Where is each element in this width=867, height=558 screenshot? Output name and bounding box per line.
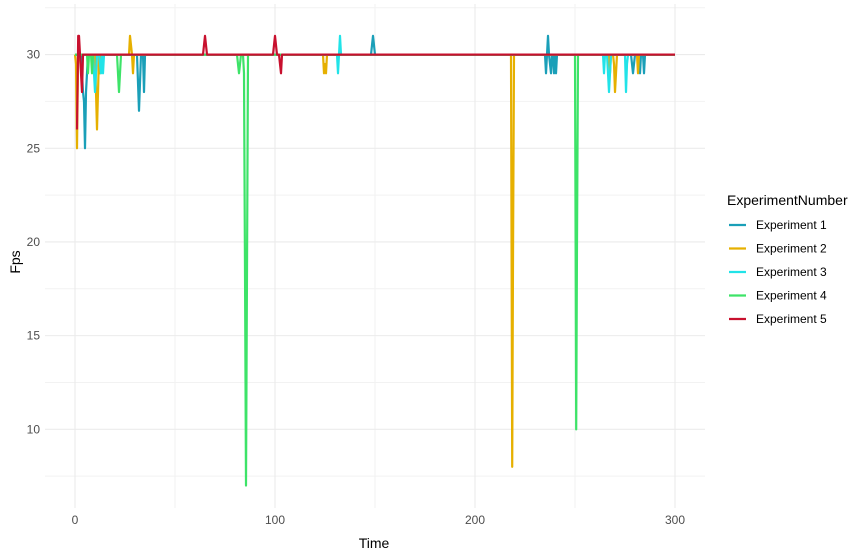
legend-items: Experiment 1 Experiment 2 Experiment 3 Expe… — [729, 218, 827, 326]
legend: ExperimentNumber Experiment 1Experiment … — [727, 192, 848, 326]
y-tick-labels: 10 15 20 25 30 — [27, 48, 41, 437]
x-tick-label: 0 — [72, 513, 79, 527]
legend-label-experiment-5: Experiment 5 — [756, 312, 827, 326]
x-tick-label: 200 — [465, 513, 485, 527]
x-tick-label: 300 — [665, 513, 685, 527]
x-axis-title: Time — [359, 535, 390, 551]
legend-label-experiment-1: Experiment 1 — [756, 218, 827, 232]
y-axis-title: Fps — [7, 250, 23, 273]
series-line-experiment-5 — [75, 34, 675, 130]
legend-label-experiment-3: Experiment 3 — [756, 265, 827, 279]
y-tick-label: 10 — [27, 422, 41, 436]
x-tick-label: 100 — [265, 513, 285, 527]
legend-label-experiment-4: Experiment 4 — [756, 289, 827, 303]
y-tick-label: 30 — [27, 48, 41, 62]
y-tick-label: 20 — [27, 235, 41, 249]
series-line-experiment-4 — [75, 53, 675, 487]
legend-label-experiment-2: Experiment 2 — [756, 242, 827, 256]
series-line-experiment-2 — [73, 34, 675, 468]
x-tick-labels: 0 100 200 300 — [72, 513, 686, 527]
legend-title: ExperimentNumber — [727, 192, 848, 208]
y-tick-label: 15 — [27, 329, 41, 343]
y-tick-label: 25 — [27, 141, 41, 155]
series-lines — [73, 34, 675, 487]
